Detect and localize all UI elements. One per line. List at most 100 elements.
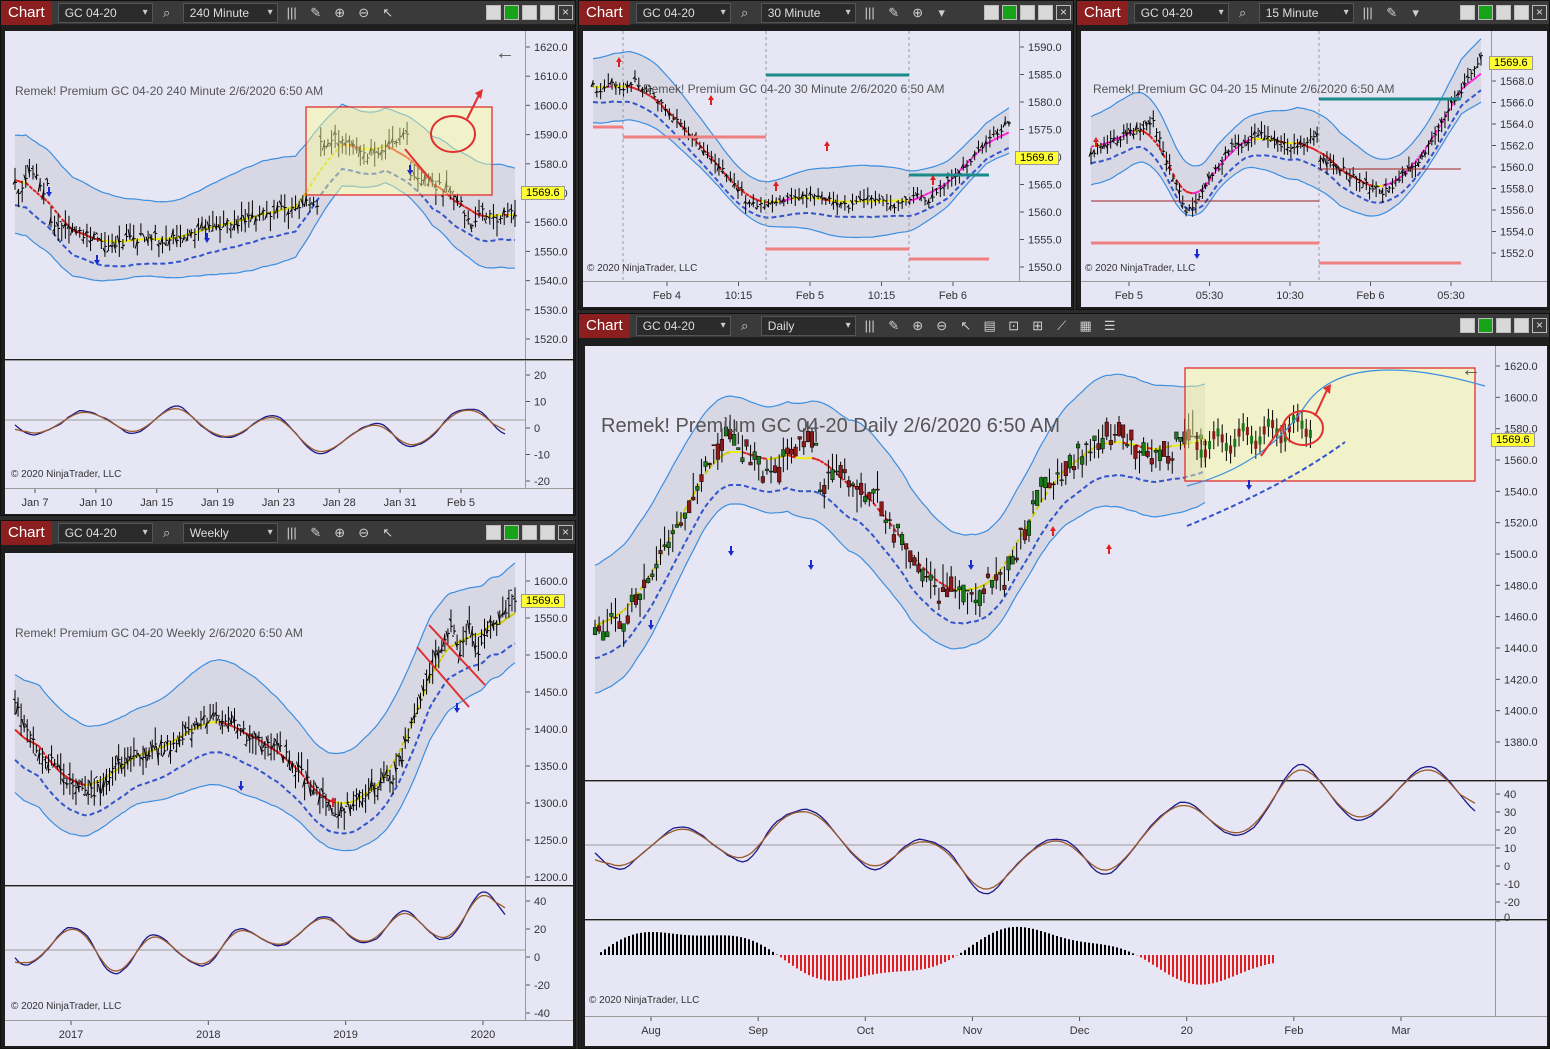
- minimize-icon[interactable]: [522, 525, 537, 540]
- pointer-icon[interactable]: ↖: [382, 4, 394, 20]
- color-box-icon[interactable]: [486, 525, 501, 540]
- price-panel[interactable]: Remek! Premium GC 04-20 240 Minute 2/6/2…: [5, 31, 525, 359]
- drawing-tool-icon[interactable]: ✎: [310, 524, 322, 540]
- strategies-icon[interactable]: ⟋: [1057, 317, 1067, 333]
- oscillator-panel[interactable]: © 2020 NinjaTrader, LLC: [5, 360, 525, 488]
- color-box-icon[interactable]: [1460, 318, 1475, 333]
- minimize-icon[interactable]: [1496, 318, 1511, 333]
- bar-open-tick: [131, 755, 135, 758]
- close-icon[interactable]: ×: [1532, 5, 1547, 20]
- search-icon[interactable]: ⌕: [163, 524, 171, 540]
- minimize-icon[interactable]: [1020, 5, 1035, 20]
- time-axis[interactable]: Feb 4 10:15 Feb 5 10:15 Feb 6: [583, 281, 1071, 307]
- chart-title: Remek! Premium GC 04-20 15 Minute 2/6/20…: [1093, 82, 1394, 96]
- interval-selector[interactable]: 30 Minute ▾: [760, 2, 856, 23]
- price-axis[interactable]: 1600.0 1550.0 1500.0 1450.0 1400.0 1350.0 1300…: [525, 553, 573, 885]
- templates-icon[interactable]: ▦: [1079, 317, 1092, 333]
- zoom-in-icon[interactable]: ⊕: [334, 524, 346, 540]
- bars-type-icon[interactable]: |||: [286, 524, 297, 540]
- link-icon[interactable]: [504, 5, 519, 20]
- interval-selector[interactable]: Weekly ▾: [182, 522, 278, 543]
- chart-menu-button[interactable]: Chart: [1, 520, 52, 545]
- indicators-icon[interactable]: ⊞: [1032, 317, 1044, 333]
- maximize-icon[interactable]: [540, 525, 555, 540]
- chevron-down-icon[interactable]: ▾: [938, 4, 945, 20]
- price-axis[interactable]: 1620.0 1600.0 1580.0 1560.0 1540.0 1520.0 1500…: [1495, 346, 1547, 780]
- drawing-tool-icon[interactable]: ✎: [888, 317, 900, 333]
- zoom-in-icon[interactable]: ⊕: [912, 317, 924, 333]
- instrument-selector[interactable]: GC 04-20 ▾: [1133, 2, 1229, 23]
- bars-type-icon[interactable]: |||: [864, 317, 875, 333]
- instrument-selector[interactable]: GC 04-20 ▾: [635, 2, 731, 23]
- color-box-icon[interactable]: [1460, 5, 1475, 20]
- instrument-selector[interactable]: GC 04-20 ▾: [57, 522, 153, 543]
- interval-selector[interactable]: Daily ▾: [760, 315, 856, 336]
- instrument-selector[interactable]: GC 04-20 ▾: [635, 315, 731, 336]
- search-icon[interactable]: ⌕: [163, 4, 171, 20]
- chart-menu-button[interactable]: Chart: [1077, 0, 1128, 25]
- axis-tick-label: 1500.0: [534, 650, 568, 662]
- interval-selector[interactable]: 15 Minute ▾: [1258, 2, 1354, 23]
- color-box-icon[interactable]: [984, 5, 999, 20]
- oscillator-panel[interactable]: [585, 763, 1495, 919]
- zoom-out-icon[interactable]: ⊖: [358, 524, 370, 540]
- signal-arrow-head: [238, 786, 244, 791]
- list-icon[interactable]: ☰: [1103, 317, 1116, 333]
- chart-menu-button[interactable]: Chart: [579, 313, 630, 338]
- price-axis[interactable]: 1568.0 1566.0 1564.0 1562.0 1560.0 1558.0 1556…: [1491, 31, 1547, 281]
- search-icon[interactable]: ⌕: [741, 4, 749, 20]
- maximize-icon[interactable]: [540, 5, 555, 20]
- price-panel[interactable]: Remek! Premium GC 04-20 Daily 2/6/2020 6…: [585, 346, 1495, 780]
- link-icon[interactable]: [1002, 5, 1017, 20]
- zoom-in-icon[interactable]: ⊕: [912, 4, 924, 20]
- close-icon[interactable]: ×: [1056, 5, 1071, 20]
- bars-type-icon[interactable]: |||: [864, 4, 875, 20]
- close-icon[interactable]: ×: [558, 525, 573, 540]
- search-icon[interactable]: ⌕: [741, 317, 749, 333]
- link-icon[interactable]: [1478, 318, 1493, 333]
- maximize-icon[interactable]: [1514, 5, 1529, 20]
- bars-type-icon[interactable]: |||: [1362, 4, 1373, 20]
- chevron-down-icon[interactable]: ▾: [1412, 4, 1419, 20]
- minimize-icon[interactable]: [1496, 5, 1511, 20]
- pointer-icon[interactable]: ↖: [960, 317, 972, 333]
- chart-menu-button[interactable]: Chart: [1, 0, 52, 25]
- oscillator-panel[interactable]: © 2020 NinjaTrader, LLC: [5, 886, 525, 1020]
- time-axis[interactable]: Aug Sep Oct Nov Dec 20 Feb Mar: [585, 1016, 1547, 1046]
- bar-open-tick: [185, 236, 189, 242]
- interval-selector[interactable]: 240 Minute ▾: [182, 2, 278, 23]
- data-box-icon[interactable]: ▤: [983, 317, 996, 333]
- close-icon[interactable]: ×: [1532, 318, 1547, 333]
- axis-tick-label: 2018: [196, 1029, 220, 1041]
- minimize-icon[interactable]: [522, 5, 537, 20]
- color-box-icon[interactable]: [486, 5, 501, 20]
- time-axis[interactable]: Jan 7 Jan 10 Jan 15 Jan 19 Jan 23 Jan 28 Jan 3…: [5, 488, 573, 514]
- price-panel[interactable]: Remek! Premium GC 04-20 Weekly 2/6/2020 …: [5, 553, 525, 885]
- toolbar: Chart GC 04-20 ▾ ⌕ 240 Minute ▾ ||| ✎ ⊕ ⊖ …: [1, 0, 575, 25]
- maximize-icon[interactable]: [1038, 5, 1053, 20]
- bar-open-tick: [823, 196, 827, 201]
- link-icon[interactable]: [504, 525, 519, 540]
- time-axis[interactable]: Feb 5 05:30 10:30 Feb 6 05:30: [1081, 281, 1547, 307]
- zoom-out-icon[interactable]: ⊖: [358, 4, 370, 20]
- drawing-tool-icon[interactable]: ✎: [888, 4, 900, 20]
- close-icon[interactable]: ×: [558, 5, 573, 20]
- chart-menu-button[interactable]: Chart: [579, 0, 630, 25]
- zoom-in-icon[interactable]: ⊕: [334, 4, 346, 20]
- bar-open-tick: [437, 180, 440, 183]
- price-panel[interactable]: Remek! Premium GC 04-20 30 Minute 2/6/20…: [583, 31, 1019, 281]
- bars-type-icon[interactable]: |||: [286, 4, 297, 20]
- price-panel[interactable]: Remek! Premium GC 04-20 15 Minute 2/6/20…: [1081, 31, 1491, 281]
- bar-open-tick: [64, 781, 68, 786]
- pointer-icon[interactable]: ↖: [382, 524, 394, 540]
- properties-icon[interactable]: ⊡: [1008, 317, 1020, 333]
- drawing-tool-icon[interactable]: ✎: [310, 4, 322, 20]
- search-icon[interactable]: ⌕: [1239, 4, 1247, 20]
- histogram-panel[interactable]: © 2020 NinjaTrader, LLC: [585, 920, 1495, 1016]
- maximize-icon[interactable]: [1514, 318, 1529, 333]
- time-axis[interactable]: 2017 2018 2019 2020: [5, 1020, 573, 1046]
- drawing-tool-icon[interactable]: ✎: [1386, 4, 1398, 20]
- instrument-selector[interactable]: GC 04-20 ▾: [57, 2, 153, 23]
- link-icon[interactable]: [1478, 5, 1493, 20]
- zoom-out-icon[interactable]: ⊖: [936, 317, 948, 333]
